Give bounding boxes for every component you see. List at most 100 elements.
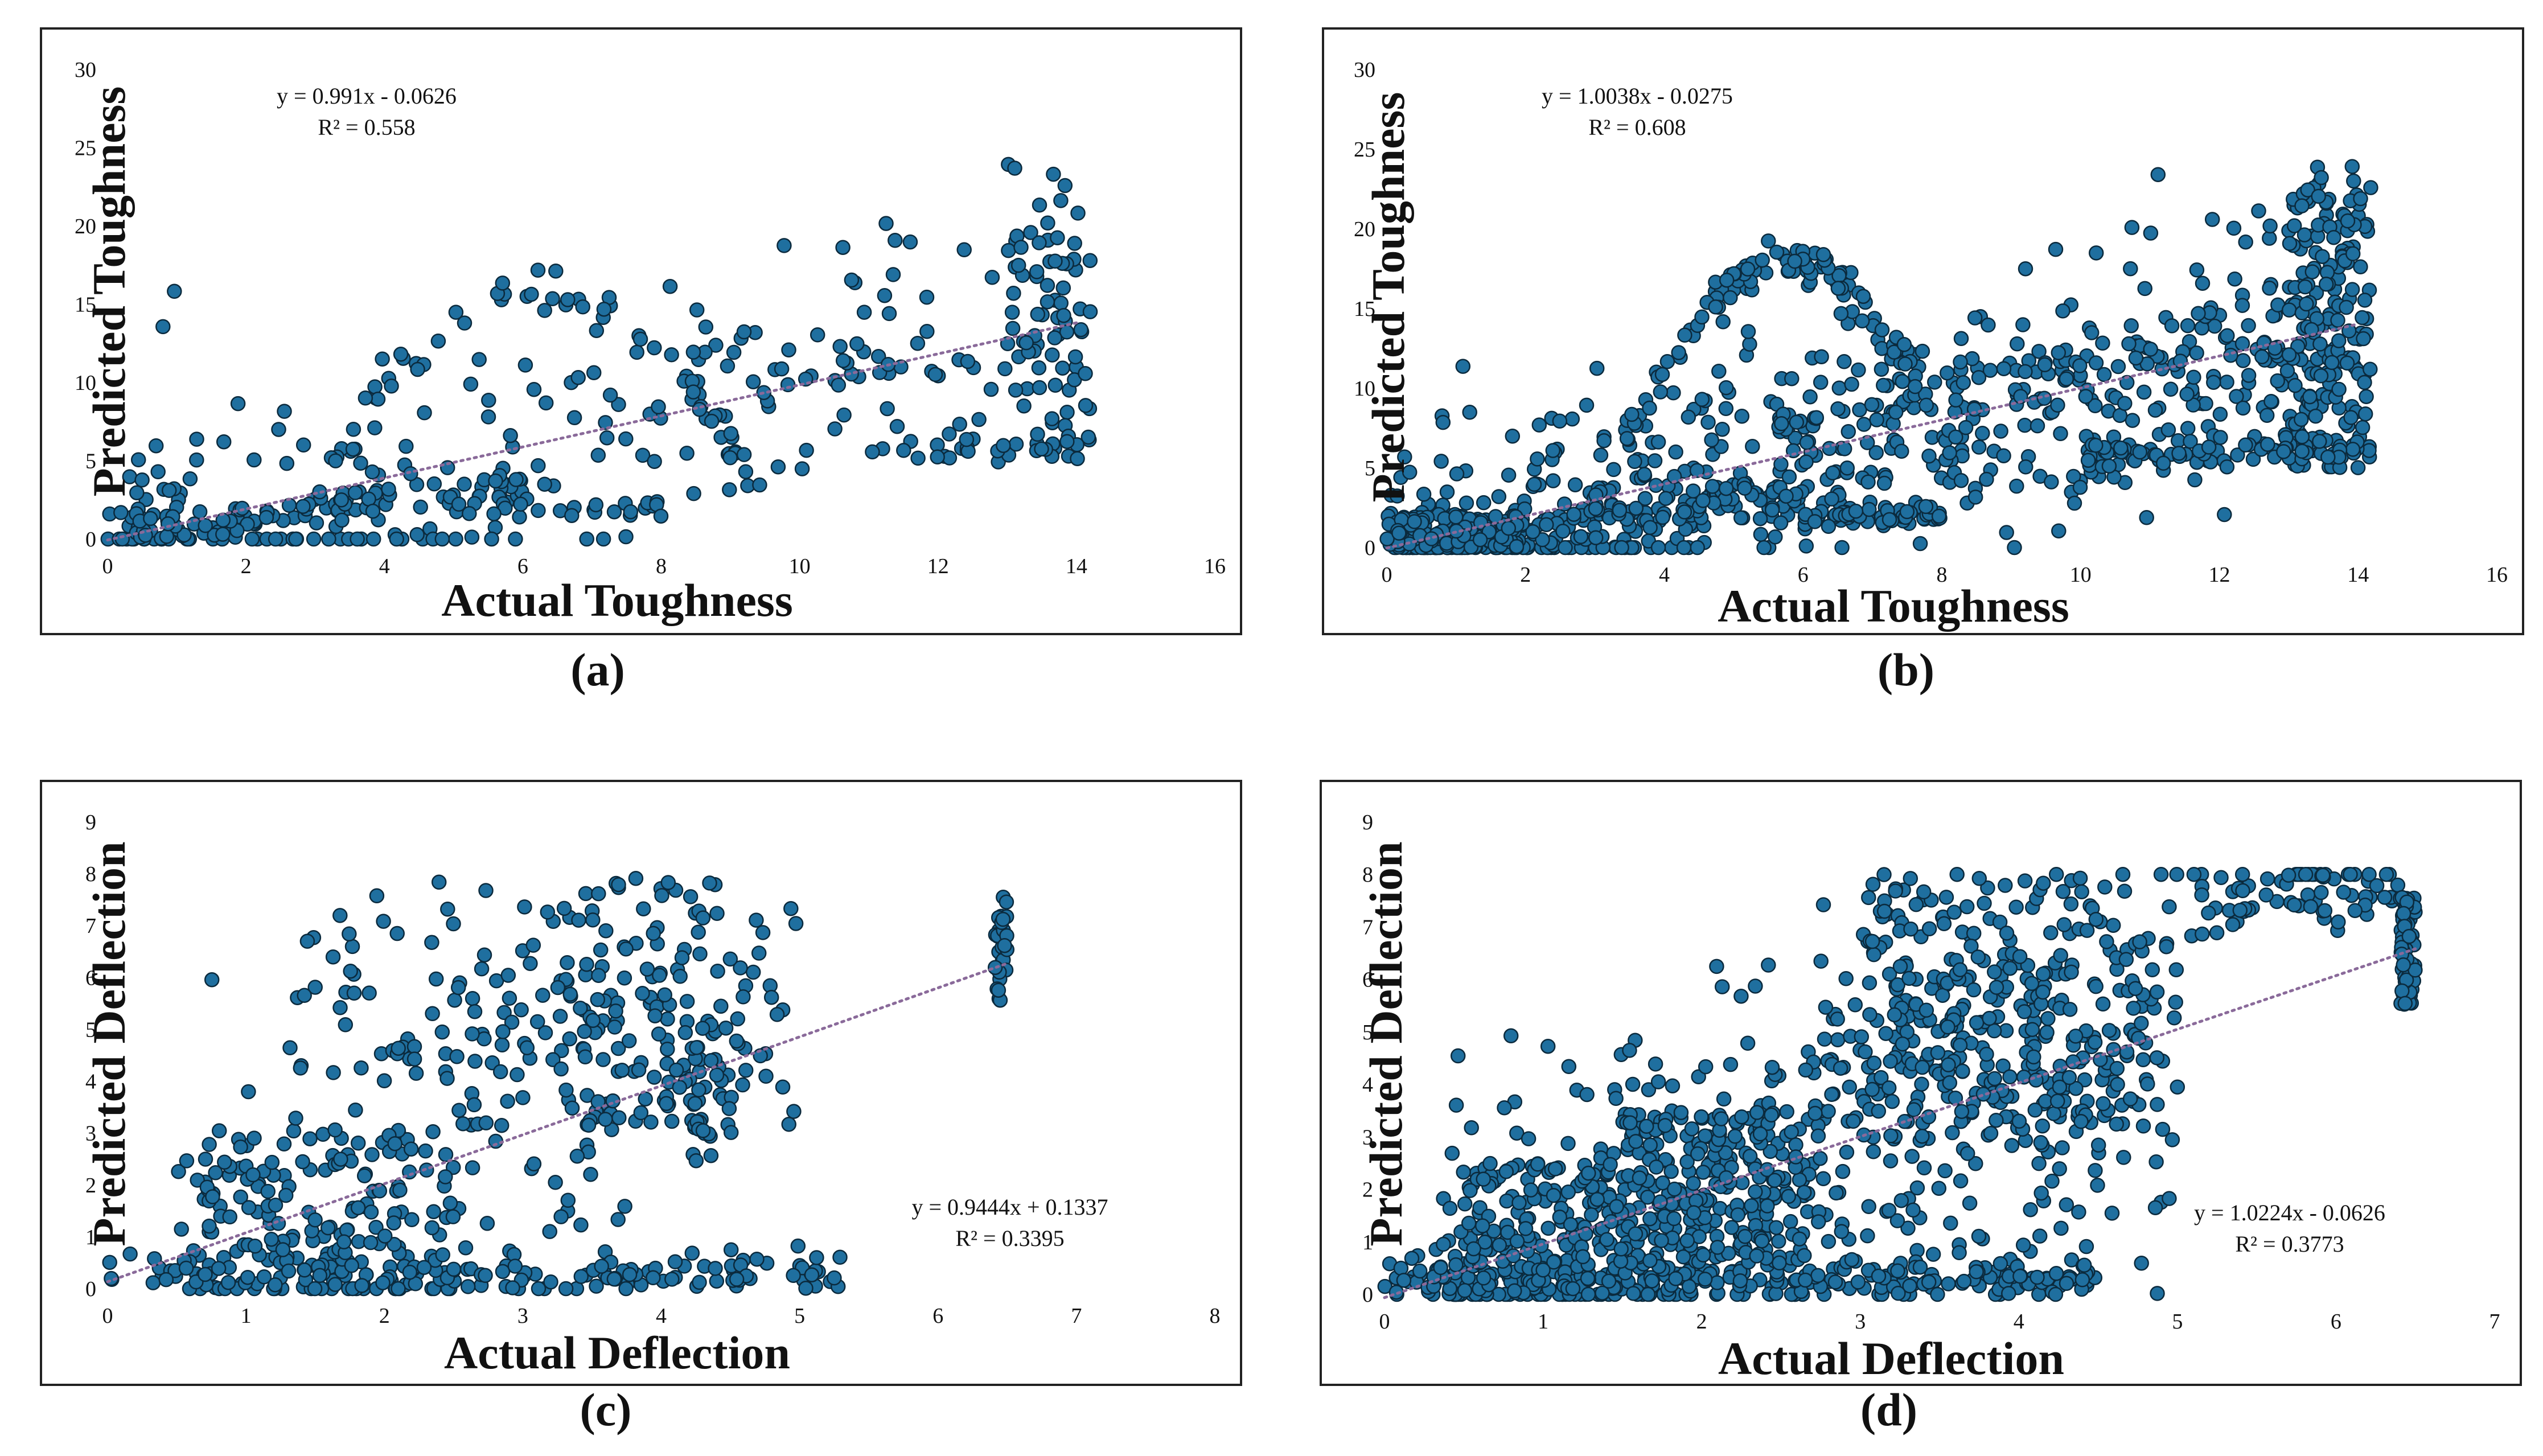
data-point — [2312, 336, 2328, 352]
data-point — [688, 1153, 704, 1169]
data-point — [1881, 1203, 1897, 1218]
data-point — [2315, 867, 2331, 883]
data-point — [1833, 306, 1849, 322]
data-point — [241, 1200, 257, 1215]
x-tick-label: 8 — [1210, 1304, 1221, 1328]
data-point — [1045, 347, 1060, 363]
data-point — [723, 1242, 739, 1257]
data-point — [1874, 322, 1890, 338]
data-point — [653, 508, 669, 524]
data-point — [404, 1212, 420, 1228]
data-point — [2002, 960, 2018, 976]
data-point — [1986, 1023, 2002, 1039]
data-point — [370, 391, 386, 407]
data-point — [1915, 343, 1930, 359]
data-point — [1567, 477, 1583, 492]
data-point — [198, 518, 213, 533]
data-point — [1969, 1264, 1984, 1280]
data-point — [1733, 510, 1749, 525]
data-point — [1628, 500, 1644, 516]
data-point — [392, 1182, 408, 1198]
data-point — [2109, 1060, 2125, 1076]
data-point — [2115, 866, 2131, 882]
data-point — [1807, 1105, 1823, 1121]
data-point — [578, 886, 594, 902]
data-point — [507, 1258, 523, 1274]
data-point — [1792, 1231, 1807, 1247]
data-point — [1030, 306, 1046, 322]
data-point — [2238, 234, 2253, 250]
data-point — [510, 1067, 525, 1083]
data-point — [2259, 408, 2275, 423]
data-point — [720, 358, 736, 374]
data-point — [515, 1090, 531, 1105]
data-point — [2113, 440, 2129, 456]
data-point — [1935, 988, 1950, 1003]
r-squared: R² = 0.558 — [318, 114, 415, 140]
data-point — [1545, 443, 1561, 458]
data-point — [1830, 401, 1846, 417]
data-point — [2339, 299, 2354, 315]
data-point — [1448, 1257, 1464, 1273]
data-point — [354, 1278, 369, 1293]
data-point — [1546, 473, 1561, 488]
data-point — [2126, 1001, 2141, 1016]
data-point — [1407, 514, 1422, 529]
data-point — [1053, 295, 1069, 311]
data-point — [2024, 976, 2040, 992]
data-point — [2164, 318, 2180, 334]
data-point — [1709, 959, 1724, 974]
data-point — [710, 963, 725, 979]
data-point — [1560, 1136, 1576, 1151]
data-point — [1573, 529, 1589, 545]
data-point — [1673, 1105, 1689, 1120]
data-point — [702, 875, 717, 891]
data-point — [1764, 1107, 1779, 1123]
data-point — [1772, 1255, 1787, 1271]
data-point — [996, 438, 1011, 453]
data-point — [1869, 412, 1884, 427]
data-point — [927, 367, 943, 382]
data-point — [2363, 361, 2378, 377]
data-point — [1455, 359, 1471, 374]
x-tick-label: 6 — [932, 1304, 943, 1328]
data-point — [2397, 996, 2413, 1011]
data-point — [1714, 1111, 1729, 1126]
data-point — [1931, 1181, 1947, 1196]
data-point — [1864, 397, 1880, 413]
data-point — [130, 452, 146, 468]
data-point — [1784, 1124, 1799, 1140]
data-point — [426, 1204, 441, 1219]
data-point — [1871, 1268, 1887, 1284]
data-point — [726, 344, 742, 360]
data-point — [1596, 433, 1612, 449]
data-point — [365, 503, 381, 519]
data-point — [389, 531, 404, 547]
data-point — [1868, 445, 1884, 460]
data-point — [1864, 933, 1880, 949]
data-point — [1589, 1191, 1605, 1207]
data-point — [1966, 401, 1982, 417]
data-point — [222, 1209, 237, 1225]
data-point — [1778, 488, 1794, 504]
data-point — [1962, 1195, 1978, 1211]
data-point — [1466, 1241, 1481, 1257]
data-point — [1540, 1220, 1556, 1236]
data-point — [2084, 325, 2100, 340]
data-point — [2259, 871, 2275, 887]
data-point — [1749, 1248, 1764, 1264]
data-point — [2110, 359, 2126, 375]
data-point — [709, 906, 725, 921]
data-point — [1698, 1059, 1714, 1075]
data-point — [628, 870, 644, 886]
data-point — [2048, 866, 2064, 882]
data-point — [804, 1267, 820, 1282]
data-point — [621, 1033, 637, 1048]
data-point — [1975, 426, 1990, 441]
data-point — [1689, 463, 1705, 478]
data-point — [2226, 220, 2242, 236]
data-point — [2180, 318, 2196, 334]
data-point — [1796, 1184, 1812, 1200]
data-point — [1046, 166, 1061, 182]
data-point — [1667, 1181, 1682, 1197]
